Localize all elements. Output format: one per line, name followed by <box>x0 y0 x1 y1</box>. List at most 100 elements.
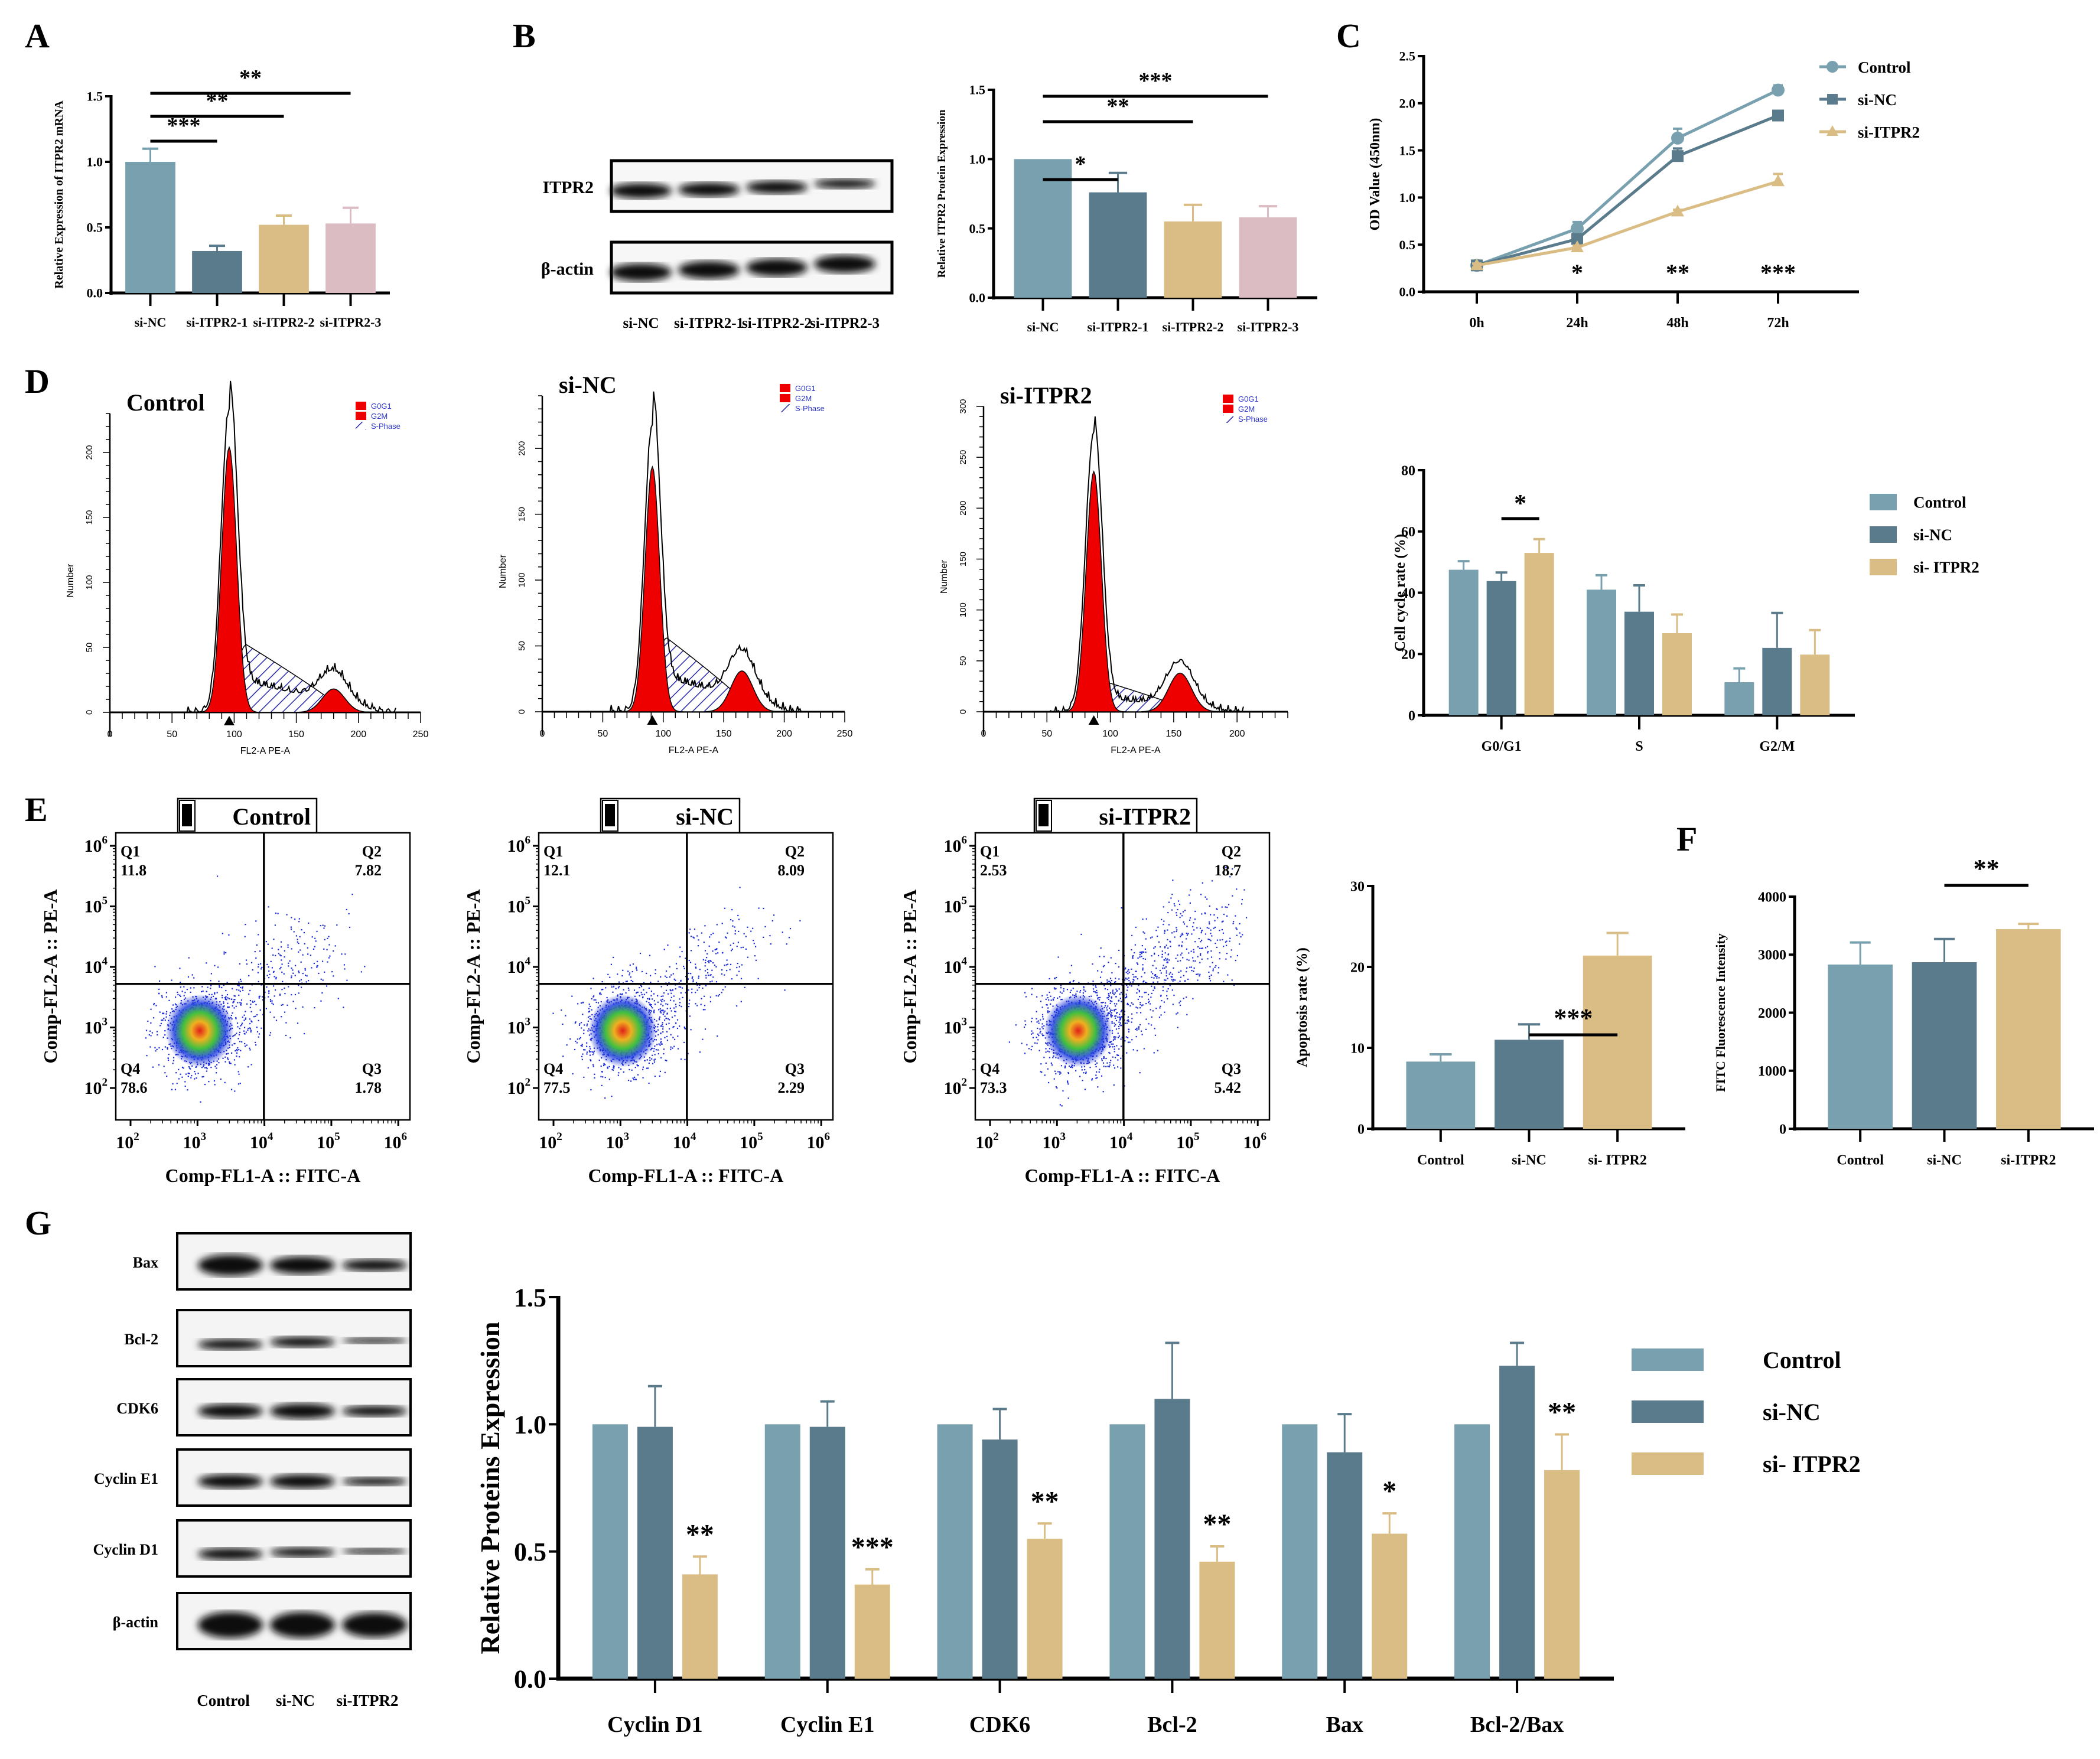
event-dot <box>1117 1037 1119 1038</box>
event-dot <box>1135 926 1137 929</box>
event-dot <box>246 963 248 965</box>
y-tick-label: 1.5 <box>969 83 986 97</box>
event-dot <box>1211 880 1213 882</box>
event-dot <box>1167 947 1169 949</box>
event-dot <box>581 1058 583 1060</box>
event-dot <box>1144 972 1145 974</box>
event-dot <box>320 978 322 980</box>
bar-si-nc <box>1014 159 1072 298</box>
y-tick-label: 105 <box>944 895 968 917</box>
event-dot <box>299 980 301 982</box>
event-dot <box>589 1015 591 1017</box>
event-dot <box>1190 966 1193 968</box>
event-dot <box>1043 1025 1045 1027</box>
event-dot <box>663 949 665 950</box>
x-tick-label: si-ITPR2-3 <box>1238 320 1299 334</box>
event-dot <box>605 987 607 989</box>
event-dot <box>1151 936 1153 938</box>
event-dot <box>180 986 181 988</box>
event-dot <box>299 936 301 938</box>
event-dot <box>732 942 734 944</box>
event-dot <box>709 996 712 998</box>
x-tick-label: 0h <box>1469 315 1484 331</box>
event-dot <box>1082 992 1084 994</box>
event-dot <box>248 1027 249 1030</box>
event-dot <box>1040 1001 1042 1002</box>
event-dot <box>1049 1051 1050 1053</box>
event-dot <box>273 1017 275 1018</box>
event-dot <box>1166 995 1168 996</box>
x-tick-label: 250 <box>837 729 853 739</box>
event-dot <box>1232 868 1233 870</box>
event-dot <box>639 995 640 996</box>
event-dot <box>1160 1005 1161 1007</box>
event-dot <box>1159 969 1161 972</box>
g2m-peak-area <box>295 688 372 713</box>
event-dot <box>639 952 642 955</box>
event-dot <box>1208 927 1210 929</box>
bar-g2-m-si-nc <box>1762 647 1792 715</box>
event-dot <box>1180 976 1182 978</box>
x-tick-label: 200 <box>1229 729 1245 739</box>
event-dot <box>1160 995 1162 997</box>
event-dot <box>632 1077 634 1079</box>
significance-label: * <box>1571 259 1583 286</box>
event-dot <box>1144 958 1146 960</box>
event-dot <box>1095 1074 1097 1076</box>
event-dot <box>230 998 232 1000</box>
event-dot <box>233 999 235 1001</box>
event-dot <box>1176 927 1177 929</box>
event-dot <box>666 1060 668 1061</box>
event-dot <box>1128 969 1129 970</box>
event-dot <box>168 999 170 1002</box>
g0g1-marker-triangle <box>223 716 235 725</box>
event-dot <box>1034 1042 1036 1044</box>
bar-si-itpr2-3 <box>1239 217 1297 298</box>
event-dot <box>187 1075 189 1077</box>
event-dot <box>216 1067 217 1069</box>
event-dot <box>718 942 720 943</box>
event-dot <box>1156 975 1158 978</box>
event-dot <box>298 992 299 994</box>
event-dot <box>210 985 212 986</box>
event-dot <box>210 980 211 982</box>
event-dot <box>1115 1005 1116 1007</box>
q4-value: 73.3 <box>980 1079 1007 1096</box>
event-dot <box>1201 958 1203 960</box>
event-dot <box>669 999 672 1001</box>
event-dot <box>661 1009 663 1011</box>
event-dot <box>1061 1105 1063 1107</box>
event-dot <box>662 1022 663 1024</box>
event-dot <box>1082 1080 1083 1082</box>
event-dot <box>297 1022 299 1024</box>
y-axis-label: Number <box>66 563 76 598</box>
event-dot <box>654 1058 656 1060</box>
event-dot <box>295 1008 297 1009</box>
event-dot <box>1164 967 1165 969</box>
event-dot <box>1171 909 1173 911</box>
event-dot <box>677 1035 679 1037</box>
event-dot <box>176 1083 178 1084</box>
y-tick-label: 0.0 <box>969 291 986 305</box>
legend-swatch-si-nc <box>1870 526 1897 543</box>
event-dot <box>769 934 771 937</box>
event-dot <box>234 1090 236 1092</box>
event-dot <box>1114 1025 1115 1027</box>
event-dot <box>1181 952 1183 954</box>
x-axis-label: FL2-A PE-A <box>669 745 719 755</box>
event-dot <box>1138 1027 1139 1028</box>
event-dot <box>1171 979 1173 981</box>
event-dot <box>566 1044 568 1046</box>
event-dot <box>249 1022 251 1025</box>
event-dot <box>250 962 253 963</box>
x-tick-label: 103 <box>183 1131 207 1152</box>
event-dot <box>636 1064 638 1066</box>
event-dot <box>224 1056 226 1058</box>
event-dot <box>738 930 740 932</box>
event-dot <box>1138 989 1140 992</box>
y-axis-label: Cell cycle rate (%) <box>1392 534 1408 652</box>
q2-label: Q2 <box>1222 843 1241 860</box>
x-tick-label: 250 <box>413 729 429 740</box>
event-dot <box>1139 956 1141 958</box>
